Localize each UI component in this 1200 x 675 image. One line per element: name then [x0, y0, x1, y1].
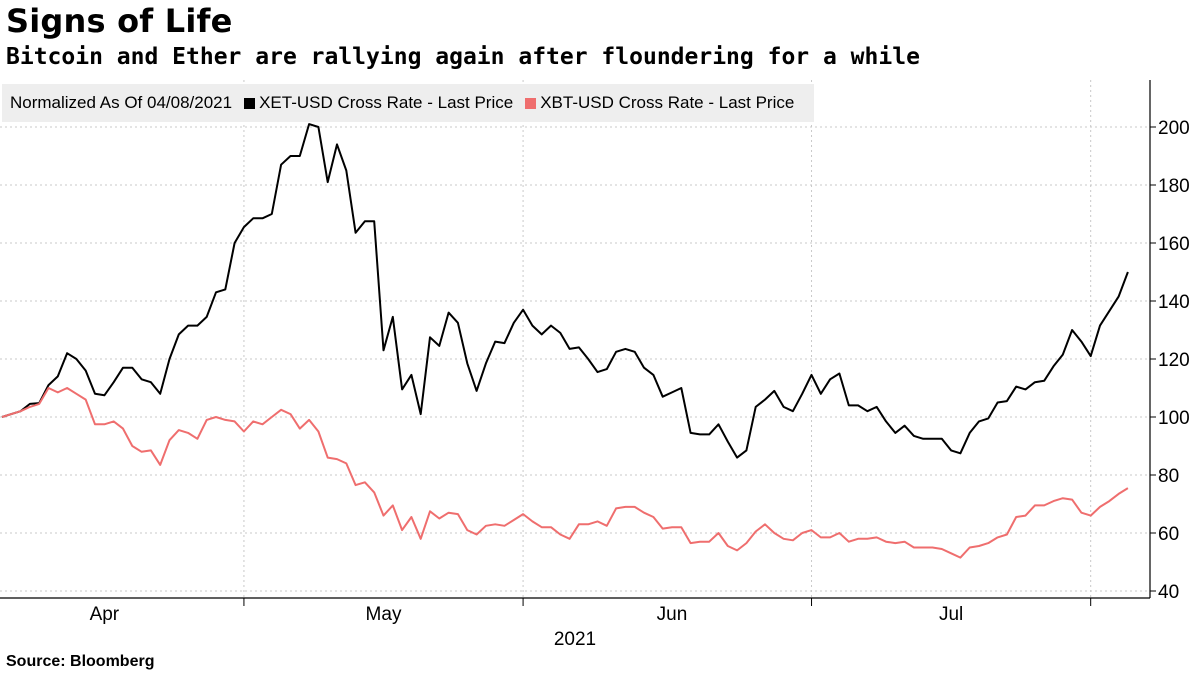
x-tick-label-jun: Jun — [657, 604, 688, 625]
legend-label-xet: XET-USD Cross Rate - Last Price — [259, 93, 514, 112]
y-tick-label-40: 40 — [1158, 582, 1179, 603]
chart-subtitle: Bitcoin and Ether are rallying again aft… — [6, 44, 920, 70]
y-tick-label-140: 140 — [1158, 292, 1190, 313]
legend-swatch-xet — [244, 97, 256, 109]
y-tick-label-60: 60 — [1158, 524, 1179, 545]
y-tick-label-80: 80 — [1158, 466, 1179, 487]
y-tick-label-200: 200 — [1158, 118, 1190, 139]
x-tick-label-jul: Jul — [939, 604, 963, 625]
series-lines — [1, 123, 1129, 559]
y-tick-label-160: 160 — [1158, 234, 1190, 255]
series-line-xbt — [1, 387, 1129, 559]
grid-lines — [0, 80, 1150, 598]
legend-item-xet: XET-USD Cross Rate - Last Price — [244, 93, 513, 113]
y-tick-label-120: 120 — [1158, 350, 1190, 371]
source-note: Source: Bloomberg — [6, 653, 155, 670]
y-tick-label-180: 180 — [1158, 176, 1190, 197]
legend-label-xbt: XBT-USD Cross Rate - Last Price — [540, 93, 795, 112]
legend: Normalized As Of 04/08/2021 XET-USD Cros… — [2, 84, 815, 122]
x-year-label: 2021 — [554, 629, 596, 650]
y-tick-label-100: 100 — [1158, 408, 1190, 429]
x-tick-label-apr: Apr — [90, 604, 120, 625]
chart-title: Signs of Life — [6, 2, 233, 40]
legend-normalization-label: Normalized As Of 04/08/2021 — [10, 93, 233, 112]
legend-item-xbt: XBT-USD Cross Rate - Last Price — [525, 93, 794, 113]
axes — [0, 80, 1156, 606]
tick-labels: 40 60 80 100 120 140 160 180 200 Apr May Jun Jul 2021 — [90, 118, 1190, 650]
legend-swatch-xbt — [525, 97, 537, 109]
series-line-xet — [1, 123, 1129, 459]
x-tick-label-may: May — [366, 604, 402, 625]
